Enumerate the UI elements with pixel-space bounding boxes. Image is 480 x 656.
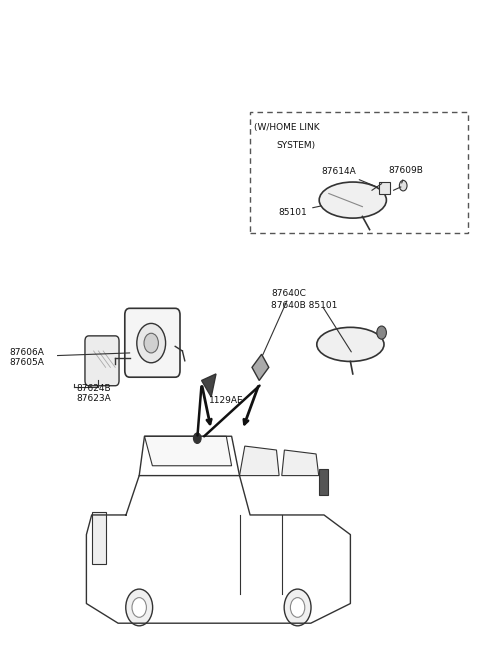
Text: 87605A: 87605A: [10, 358, 45, 367]
Text: 87623A: 87623A: [77, 394, 111, 403]
Text: 87614A: 87614A: [322, 167, 378, 187]
Text: 87640C: 87640C: [271, 289, 306, 298]
Text: 87624B: 87624B: [77, 384, 111, 393]
Circle shape: [137, 323, 166, 363]
Circle shape: [399, 180, 407, 191]
Circle shape: [132, 598, 146, 617]
Ellipse shape: [317, 327, 384, 361]
FancyBboxPatch shape: [125, 308, 180, 377]
Bar: [379, 182, 390, 194]
Ellipse shape: [319, 182, 386, 218]
Circle shape: [290, 598, 305, 617]
Text: (W/HOME LINK: (W/HOME LINK: [254, 123, 320, 133]
Bar: [319, 469, 328, 495]
Circle shape: [126, 589, 153, 626]
Circle shape: [193, 433, 201, 443]
Circle shape: [377, 326, 386, 339]
Bar: [92, 512, 106, 564]
FancyBboxPatch shape: [85, 336, 119, 386]
Text: SYSTEM): SYSTEM): [276, 141, 315, 150]
Polygon shape: [144, 436, 232, 466]
Polygon shape: [252, 354, 269, 380]
Polygon shape: [282, 450, 319, 476]
Circle shape: [284, 589, 311, 626]
Polygon shape: [202, 374, 216, 397]
Text: 87609B: 87609B: [389, 165, 424, 183]
Text: 87640B 85101: 87640B 85101: [271, 300, 337, 310]
Text: 87606A: 87606A: [10, 348, 45, 357]
Circle shape: [144, 333, 158, 353]
Text: 1129AE: 1129AE: [209, 396, 243, 405]
Text: 85101: 85101: [278, 206, 321, 216]
Polygon shape: [240, 446, 279, 476]
